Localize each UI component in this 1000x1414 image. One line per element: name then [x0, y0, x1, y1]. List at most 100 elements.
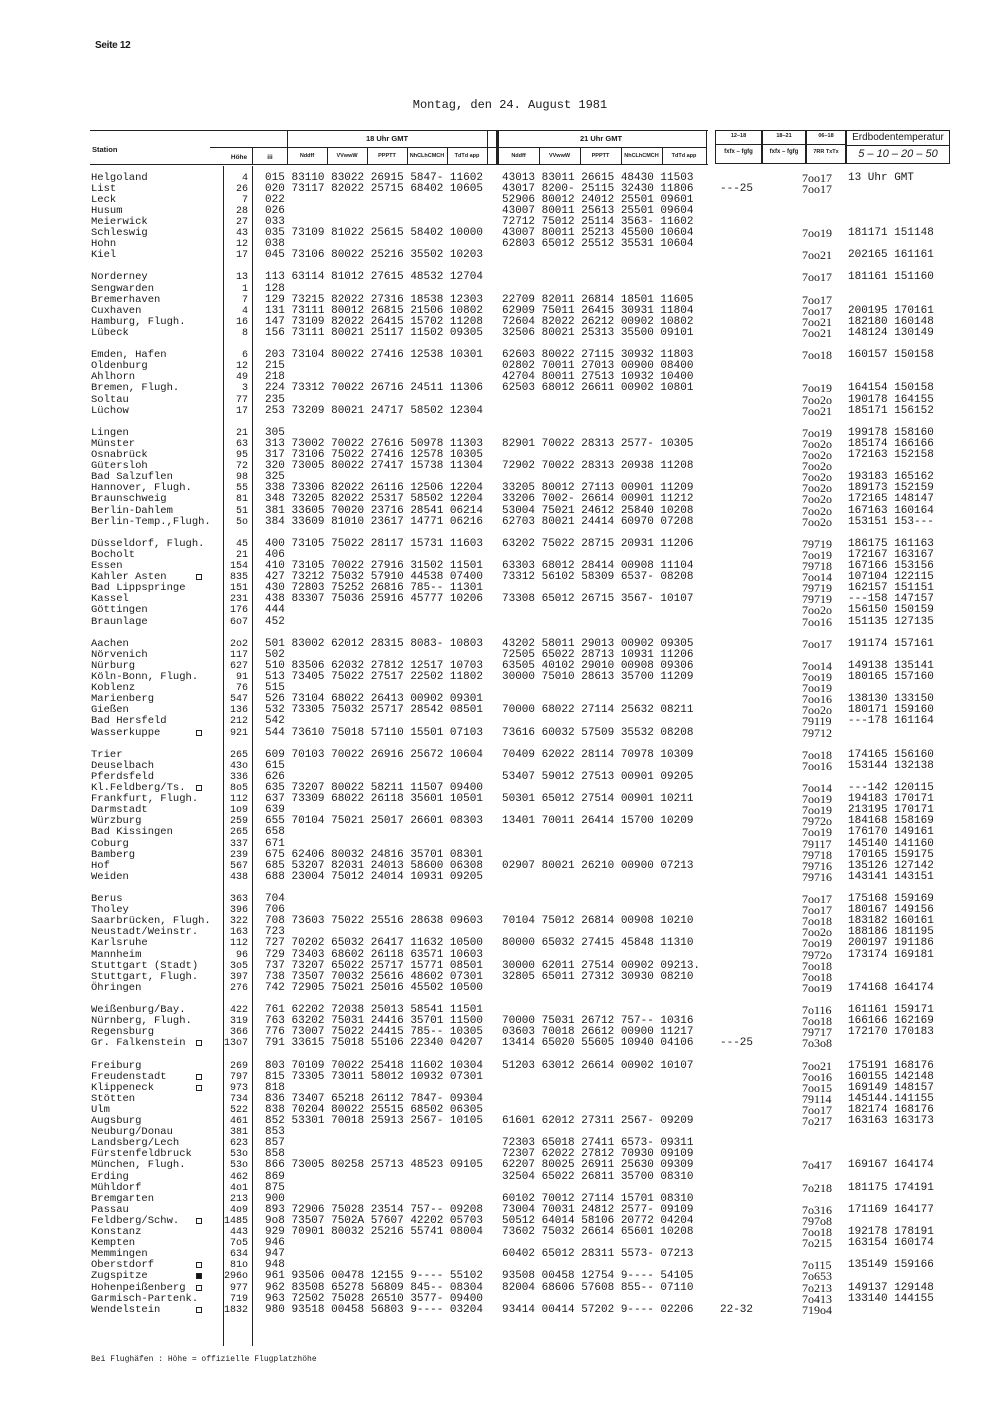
soil-temperature: 153144 132138	[848, 759, 934, 772]
station-row: Lübeck 8 156 73111 80021 25117 11502 09305 3…	[0, 326, 1000, 339]
soil-temperature: 172167 163167	[848, 548, 934, 561]
precip-max-temp: 7oo21	[802, 314, 832, 329]
obs-18-utc: 72906 75028 23514 757-- 09208	[291, 1203, 483, 1216]
obs-18-utc: 70202 65032 26417 11632 10500	[291, 937, 483, 950]
station-number: 948	[265, 1259, 285, 1272]
station-name: Kassel	[91, 593, 129, 606]
soil-temperature: 180165 157160	[848, 671, 934, 683]
station-number: 033	[265, 215, 285, 228]
station-number: 836	[265, 1092, 285, 1105]
iii-header: iii	[267, 154, 273, 161]
station-height: 13o7	[223, 1038, 248, 1050]
obs-21-utc: 82004 68606 57608 855-- 07110	[502, 1281, 694, 1294]
precip-max-temp: 7oo2o	[802, 603, 832, 618]
station-name: Bremgarten	[91, 1192, 155, 1205]
obs-18-utc: 73305 73011 58012 10932 07301	[291, 1070, 483, 1083]
station-name: Garmisch-Partenk.	[91, 1292, 199, 1305]
station-number: 381	[265, 504, 285, 517]
station-row: Sengwarden 1 128	[0, 283, 1000, 295]
soil-temperature: 172165 148147	[848, 493, 934, 506]
station-row: Bad Salzuflen 98 325 7oo2o 193183 165162	[0, 470, 1000, 485]
obs-21-utc: 73602 75032 26614 65601 10208	[502, 1226, 694, 1238]
obs-18-utc: 63114 81012 27615 48532 12704	[291, 271, 483, 284]
soil-temperature: 199178 158160	[848, 426, 934, 439]
station-height: 1o9	[229, 805, 248, 817]
station-height: 96	[235, 949, 248, 961]
precip-max-temp: 7o217	[802, 1114, 832, 1128]
precip-max-temp: 7o215	[802, 1236, 832, 1251]
precip-max-temp: 7oo18	[802, 958, 832, 973]
obs-21-utc: 73004 70031 24812 2577- 09109	[502, 1203, 694, 1216]
station-row: Husum 28 026 43007 80011 25613 25501 09604	[0, 205, 1000, 217]
obs-18-utc: 73205 82022 25317 58502 12204	[291, 493, 483, 506]
subcolumn-header: TdTd app	[671, 153, 697, 159]
station-number: 738	[265, 970, 285, 983]
obs-21-utc: 72604 82022 26212 00902 10802	[502, 315, 694, 328]
precip-max-temp: 7oo14	[802, 781, 832, 795]
precip-max-temp: 7o316	[802, 1202, 832, 1217]
gust-12-18: 22-32	[720, 1303, 754, 1316]
soil-temperature: 164154 150158	[848, 382, 934, 395]
soil-temperature: 167166 153156	[848, 560, 934, 572]
precip-max-temp: 7o653	[802, 1269, 832, 1284]
soil-temperature: 138130 133150	[848, 693, 934, 706]
station-height: 835	[229, 572, 248, 584]
precip-max-temp: 7oo17	[802, 181, 832, 196]
obs-21-utc: 73616 60032 57509 35532 08208	[502, 726, 694, 739]
station-name: Freudenstadt	[91, 1070, 167, 1083]
station-row: Gütersloh 72 320 73005 80022 27417 15738 11…	[0, 460, 1000, 472]
subcolumn-header: NhCLhCMCH	[409, 153, 445, 159]
obs-18-utc: 62202 72038 25013 58541 11501	[291, 1004, 483, 1016]
station-number: 615	[265, 759, 285, 772]
precip-max-temp: 7oo19	[802, 670, 832, 684]
station-name: Lüchow	[91, 404, 129, 417]
soil-temperature: 184168 158169	[848, 815, 934, 828]
station-name: Passau	[91, 1203, 129, 1216]
station-row: Essen 154 410 73105 70022 27916 31502 11501…	[0, 560, 1000, 572]
station-name: Norderney	[91, 271, 148, 284]
station-name: Braunlage	[91, 615, 148, 628]
station-row: Weißenburg/Bay. 422 761 62202 72038 25013 5…	[0, 1004, 1000, 1016]
station-row: Bocholt 21 406 7oo19 172167 163167	[0, 548, 1000, 561]
station-row: Freiburg 269 803 70109 70022 25418 11602 10…	[0, 1059, 1000, 1072]
station-row: Aachen 2o2 501 83002 62012 28315 8083- 1080…	[0, 638, 1000, 650]
station-height: 176	[229, 605, 248, 617]
station-row: Stuttgart, Flugh. 397 738 73507 70032 25616…	[0, 970, 1000, 983]
soil-temperature: 107104 122115	[848, 571, 934, 584]
station-number: 761	[265, 1004, 285, 1016]
soil-temperature: 156150 150159	[848, 604, 934, 617]
precip-max-temp: 7oo2o	[802, 703, 832, 718]
precip-max-temp: 7oo18	[802, 1225, 832, 1239]
station-height: 366	[229, 1027, 248, 1039]
obs-21-utc: 53004 75021 24612 25840 10208	[502, 504, 694, 517]
precip-max-temp: 79117	[802, 836, 832, 851]
precip-max-temp: 7oo17	[802, 892, 832, 906]
precip-max-temp: 7oo18	[802, 348, 832, 363]
divider	[447, 148, 448, 164]
station-number: 838	[265, 1103, 285, 1116]
station-name: Regensburg	[91, 1026, 155, 1039]
obs-18-utc: 73309 68022 26118 35601 10501	[291, 793, 483, 806]
station-number: 427	[265, 571, 285, 584]
station-row: Erding 462 869 32504 65022 26811 35700 0831…	[0, 1171, 1000, 1183]
station-number: 156	[265, 326, 285, 339]
station-name: Braunschweig	[91, 493, 167, 506]
open-square-icon	[196, 1084, 202, 1091]
divider	[662, 148, 663, 164]
precip-max-temp: 7oo19	[802, 425, 832, 440]
obs-18-utc: 70901 80032 25216 55741 08004	[291, 1226, 483, 1238]
station-row: Emden, Hafen 6 203 73104 80022 27416 12538 …	[0, 348, 1000, 363]
station-row: Hamburg, Flugh. 16 147 73109 82022 26415 15…	[0, 314, 1000, 329]
precip-max-temp: 79712	[802, 725, 832, 740]
station-row: Trier 265 609 70103 70022 26916 25672 10604…	[0, 749, 1000, 761]
station-name: Nürnberg, Flugh.	[91, 1015, 192, 1028]
obs-18-utc: 73111 80012 26815 21506 10802	[291, 304, 483, 317]
station-height: 8	[241, 327, 248, 339]
soil-temperature: 183182 160161	[848, 915, 934, 928]
header-mid-rule	[210, 147, 707, 148]
precip-max-temp: 7oo2o	[802, 470, 832, 485]
station-name: Schleswig	[91, 227, 148, 239]
soil-temperature: 181175 174191	[848, 1181, 934, 1194]
soil-temperature: 151135 127135	[848, 615, 934, 628]
station-number: 635	[265, 782, 285, 794]
